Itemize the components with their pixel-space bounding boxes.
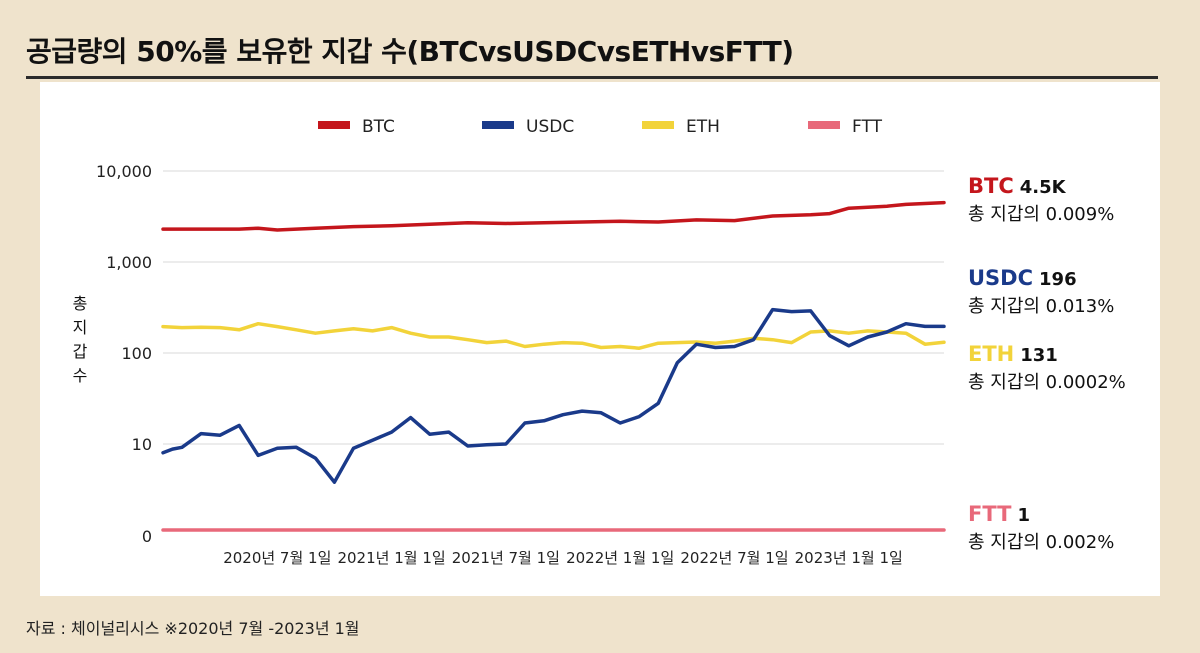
y-axis-label-char: 갑 <box>72 342 88 361</box>
end-label-ftt-name: FTT <box>968 502 1012 526</box>
y-axis-label-char: 수 <box>72 366 88 385</box>
end-label-btc-name: BTC <box>968 174 1014 198</box>
y-axis-label-char: 지 <box>72 318 88 337</box>
x-tick-label: 2022년 1월 1일 <box>566 549 674 567</box>
x-tick-label: 2021년 7월 1일 <box>452 549 560 567</box>
title-divider <box>26 76 1158 79</box>
y-axis-label: 총 지 갑 수 <box>66 292 94 388</box>
series-line-usdc <box>161 307 946 484</box>
end-label-eth-value: 131 <box>1020 345 1058 366</box>
legend: BTC USDC ETH FTT <box>318 117 883 137</box>
chart-title: 공급량의 50%를 보유한 지갑 수(BTCvsUSDCvsETHvsFTT) <box>26 35 794 68</box>
chart-panel <box>40 82 1160 596</box>
y-tick-label: 10 <box>132 435 152 454</box>
end-label-btc-value: 4.5K <box>1019 177 1066 198</box>
series-lines <box>161 200 946 532</box>
end-label-btc-sub: 총 지갑의 0.009% <box>968 204 1115 225</box>
legend-swatch <box>482 121 514 129</box>
x-tick-label: 2022년 7월 1일 <box>680 549 788 567</box>
legend-item-usdc: USDC <box>482 117 574 137</box>
legend-item-eth: ETH <box>642 117 720 137</box>
end-label-eth-name: ETH <box>968 342 1015 366</box>
end-label-usdc-sub: 총 지갑의 0.013% <box>968 296 1115 317</box>
y-tick-label: 10,000 <box>96 162 152 181</box>
legend-item-btc: BTC <box>318 117 395 137</box>
end-label-usdc-name: USDC <box>968 266 1034 290</box>
end-label-ftt: FTT 1 총 지갑의 0.002% <box>968 502 1114 554</box>
y-tick-label: 1,000 <box>106 253 152 272</box>
x-tick-label: 2021년 1월 1일 <box>337 549 445 567</box>
end-label-btc: BTC 4.5K 총 지갑의 0.009% <box>968 174 1114 226</box>
legend-item-ftt: FTT <box>808 117 883 137</box>
x-tick-label: 2020년 7월 1일 <box>223 549 331 567</box>
legend-label: BTC <box>362 117 395 137</box>
legend-label: ETH <box>686 117 720 137</box>
end-label-ftt-sub: 총 지갑의 0.002% <box>968 532 1115 553</box>
series-line-eth <box>161 321 946 350</box>
y-axis-label-char: 총 <box>72 294 88 313</box>
end-label-eth-sub: 총 지갑의 0.0002% <box>968 372 1126 393</box>
source-note: 자료 : 체이널리시스 ※2020년 7월 -2023년 1월 <box>26 619 360 638</box>
legend-swatch <box>642 121 674 129</box>
end-label-usdc-value: 196 <box>1039 269 1077 290</box>
y-tick-label: 100 <box>121 344 152 363</box>
x-tick-label: 2023년 1월 1일 <box>795 549 903 567</box>
legend-label: FTT <box>852 117 883 137</box>
legend-label: USDC <box>526 117 574 137</box>
x-tick-labels: 2020년 7월 1일 2021년 1월 1일 2021년 7월 1일 2022년 1… <box>223 549 903 567</box>
legend-swatch <box>318 121 350 129</box>
y-tick-label: 0 <box>142 527 152 546</box>
gridlines <box>163 170 944 445</box>
end-label-eth: ETH 131 총 지갑의 0.0002% <box>968 342 1126 394</box>
end-label-ftt-value: 1 <box>1017 505 1031 526</box>
series-line-btc <box>161 200 946 232</box>
end-label-usdc: USDC 196 총 지갑의 0.013% <box>968 266 1114 318</box>
legend-swatch <box>808 121 840 129</box>
